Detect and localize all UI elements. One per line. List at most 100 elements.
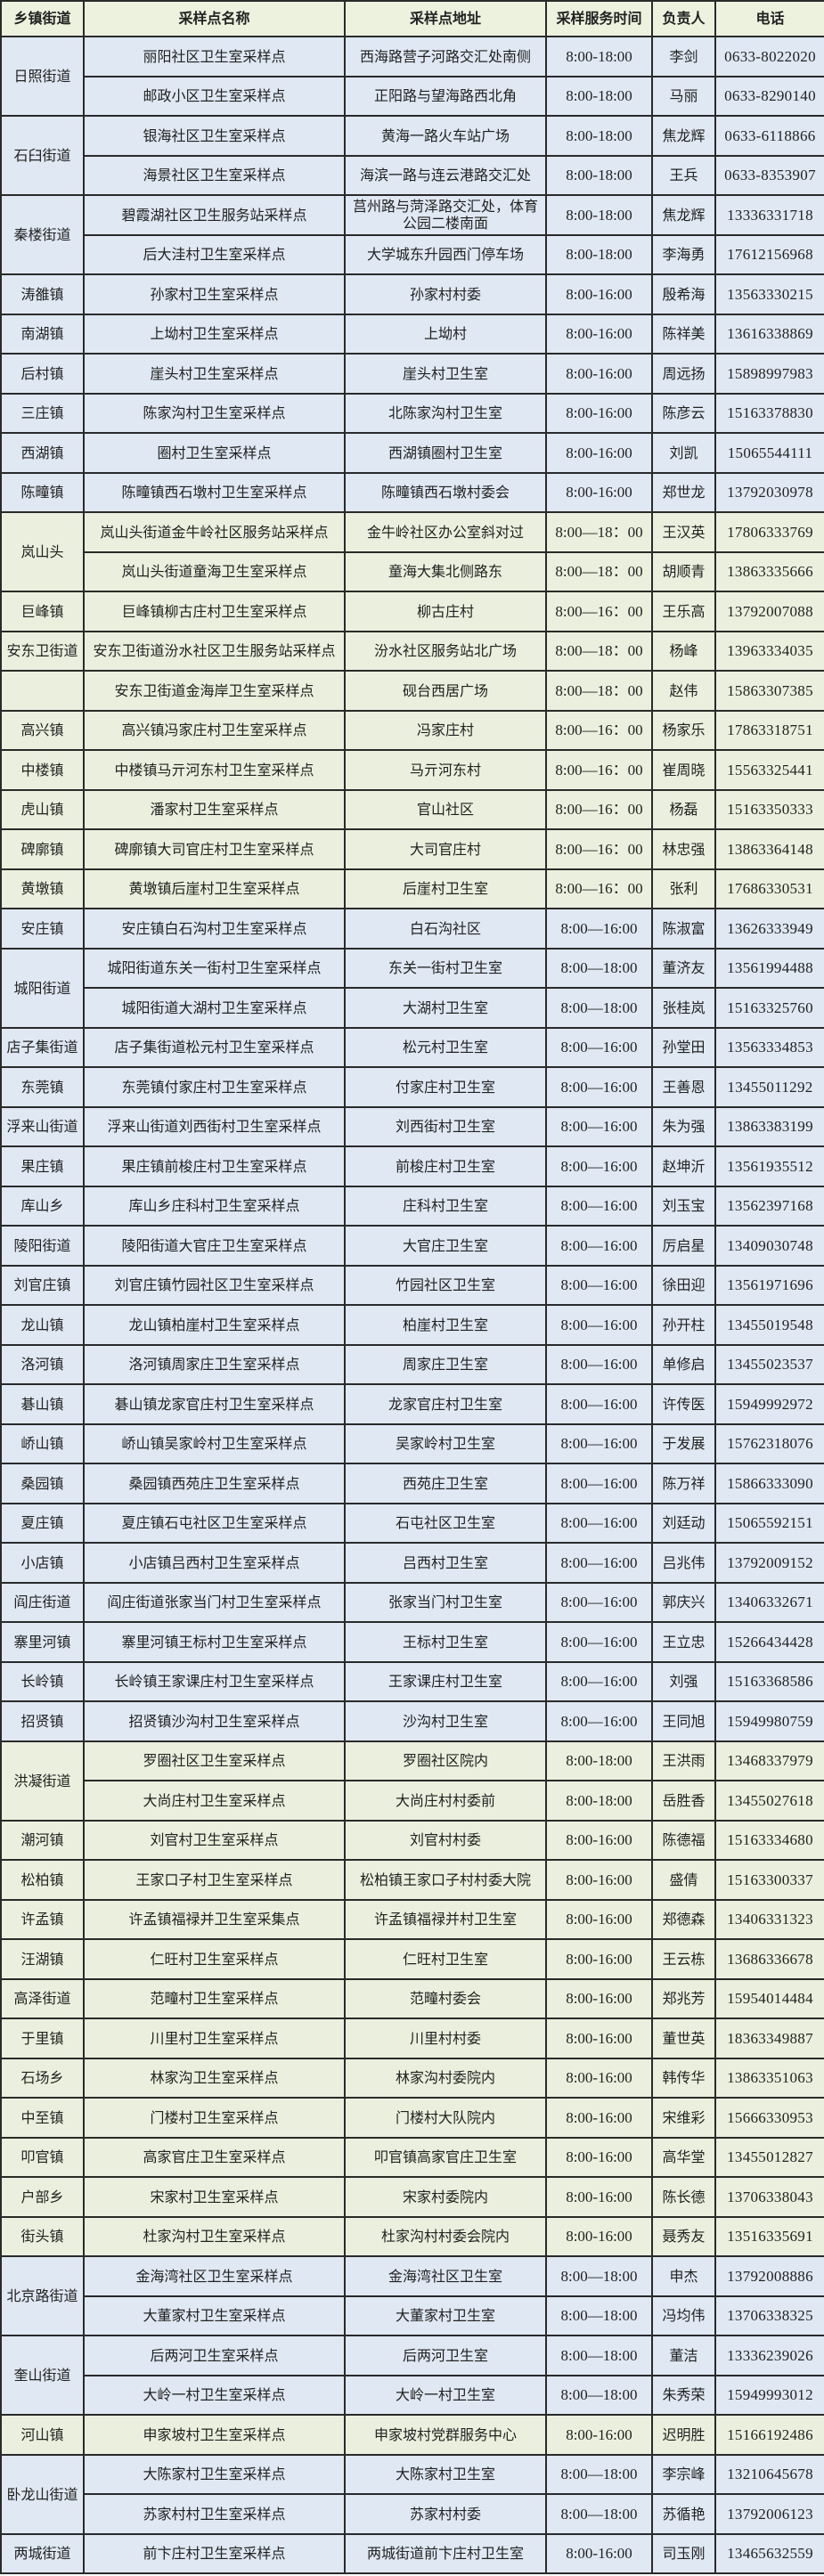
address-cell: 王家课庄村卫生室 (344, 1660, 547, 1702)
town-cell: 西湖镇 (0, 432, 85, 474)
table-row: 后村镇 崖头村卫生室采样点 崖头村卫生室 8:00-16:00 周远扬 158989979… (0, 353, 824, 395)
table-row: 中至镇 门楼村卫生室采样点 门楼村大队院内 8:00-16:00 宋维彩 15666330… (0, 2097, 824, 2139)
service-time-cell: 8:00-16:00 (545, 471, 653, 513)
site-name-cell: 仁旺村卫生室采样点 (83, 1938, 346, 1980)
phone-cell: 15163350333 (714, 788, 824, 830)
person-cell: 杨峰 (651, 630, 716, 672)
address-cell: 白石沟社区 (344, 908, 547, 950)
address-cell: 前梭庄村卫生室 (344, 1145, 547, 1187)
person-cell: 王立忠 (651, 1621, 716, 1663)
town-cell: 中至镇 (0, 2097, 85, 2139)
site-name-cell: 大尚庄村卫生室采样点 (83, 1780, 346, 1822)
site-name-cell: 库山乡庄科村卫生室采样点 (83, 1185, 346, 1227)
site-name-cell: 寨里河镇王标村卫生室采样点 (83, 1621, 346, 1663)
service-time-cell: 8:00—16：00 (545, 591, 653, 632)
person-cell: 陈万祥 (651, 1463, 716, 1504)
person-cell: 孙开柱 (651, 1304, 716, 1346)
phone-cell: 13863364148 (714, 828, 824, 870)
site-name-cell: 陵阳街道大官庄卫生室采样点 (83, 1225, 346, 1267)
service-time-cell: 8:00-16:00 (545, 1898, 653, 1940)
town-cell: 小店镇 (0, 1542, 85, 1584)
address-cell: 王标村卫生室 (344, 1621, 547, 1663)
address-cell: 仁旺村卫生室 (344, 1938, 547, 1980)
table-row: 大岭一村卫生室采样点 大岭一村卫生室 8:00—18:00 朱秀荣 1594999301… (1, 2374, 824, 2416)
table-row: 洪凝街道 罗圈社区卫生室采样点 罗圈社区院内 8:00-18:00 王洪雨 1346833… (0, 1740, 824, 1822)
service-time-cell: 8:00-18:00 (545, 36, 653, 77)
table-row: 两城街道 前卞庄村卫生室采样点 两城街道前卞庄村卫生室 8:00-16:00 司玉刚 13… (0, 2532, 824, 2574)
site-name-cell: 邮政小区卫生室采样点 (83, 75, 346, 117)
phone-cell: 15266434428 (714, 1621, 824, 1663)
service-time-cell: 8:00—16：00 (545, 749, 653, 791)
town-cell: 碑廓镇 (0, 828, 85, 870)
table-row: 陵阳街道 陵阳街道大官庄卫生室采样点 大官庄卫生室 8:00—16:00 厉启星 1340… (0, 1225, 824, 1267)
service-time-cell: 8:00—16:00 (545, 908, 653, 950)
site-name-cell: 苏家村村卫生室采样点 (83, 2493, 346, 2535)
address-cell: 陈疃镇西石墩村委会 (344, 471, 547, 513)
phone-cell: 13616338869 (714, 313, 824, 355)
header-person: 负责人 (651, 0, 716, 37)
service-time-cell: 8:00-18:00 (545, 233, 653, 275)
service-time-cell: 8:00—18:00 (545, 2295, 653, 2336)
phone-cell: 13563330215 (714, 273, 824, 315)
phone-cell: 0633-6118866 (714, 115, 824, 157)
person-cell: 徐田迎 (651, 1264, 716, 1306)
site-name-cell: 大董家村卫生室采样点 (83, 2295, 346, 2336)
person-cell: 郭庆兴 (651, 1581, 716, 1623)
service-time-cell: 8:00—16:00 (545, 1304, 653, 1346)
table-row: 松柏镇 王家口子村卫生室采样点 松柏镇王家口子村村委大院 8:00-16:00 盛倩 15… (0, 1859, 824, 1901)
phone-cell: 13409030748 (714, 1225, 824, 1267)
town-cell: 后村镇 (0, 353, 85, 395)
table-row: 于里镇 川里村卫生室采样点 川里村村委 8:00-16:00 董世英 1836334988… (0, 2018, 824, 2059)
town-cell (0, 670, 85, 712)
site-name-cell: 巨峰镇柳古庄村卫生室采样点 (83, 591, 346, 632)
phone-cell: 13863383199 (714, 1105, 824, 1147)
phone-cell: 15762318076 (714, 1423, 824, 1464)
phone-cell: 13561935512 (714, 1145, 824, 1187)
site-name-cell: 碧霞湖社区卫生服务站采样点 (83, 194, 346, 236)
person-cell: 刘强 (651, 1660, 716, 1702)
person-cell: 司玉刚 (651, 2532, 716, 2574)
phone-cell: 15166192486 (714, 2414, 824, 2456)
address-cell: 川里村村委 (344, 2018, 547, 2059)
table-row: 石场乡 林家沟卫生室采样点 林家沟村委院内 8:00-16:00 韩传华 13863351… (0, 2057, 824, 2099)
site-name-cell: 中楼镇马亓河东村卫生室采样点 (83, 749, 346, 791)
service-time-cell: 8:00-16:00 (545, 1819, 653, 1861)
site-name-cell: 后大洼村卫生室采样点 (83, 233, 346, 275)
address-cell: 柏崖村卫生室 (344, 1304, 547, 1346)
address-cell: 冯家庄村 (344, 709, 547, 751)
town-cell: 店子集街道 (0, 1026, 85, 1068)
town-cell: 松柏镇 (0, 1859, 85, 1901)
address-cell: 大司官庄村 (344, 828, 547, 870)
person-cell: 王乐高 (651, 591, 716, 632)
service-time-cell: 8:00-16:00 (545, 2097, 653, 2139)
person-cell: 申杰 (651, 2255, 716, 2297)
address-cell: 叩官镇高家官庄卫生室 (344, 2136, 547, 2178)
person-cell: 岳胜香 (651, 1780, 716, 1822)
site-name-cell: 岚山头街道金牛岭社区服务站采样点 (83, 511, 346, 553)
service-time-cell: 8:00—18:00 (545, 2493, 653, 2535)
person-cell: 朱为强 (651, 1105, 716, 1147)
town-cell: 潮河镇 (0, 1819, 85, 1861)
phone-cell: 15866333090 (714, 1463, 824, 1504)
person-cell: 李剑 (651, 36, 716, 77)
site-name-cell: 申家坡村卫生室采样点 (83, 2414, 346, 2456)
person-cell: 郑兆芳 (651, 1977, 716, 2019)
phone-cell: 17686330531 (714, 868, 824, 909)
phone-cell: 13455011292 (714, 1066, 824, 1108)
address-cell: 后崖村卫生室 (344, 868, 547, 909)
address-cell: 罗圈社区院内 (344, 1740, 547, 1781)
town-cell: 东莞镇 (0, 1066, 85, 1108)
table-row: 虎山镇 潘家村卫生室采样点 官山社区 8:00—16：00 杨磊 15163350333 (0, 788, 824, 830)
town-cell: 阎庄街道 (0, 1581, 85, 1623)
phone-cell: 13455012827 (714, 2136, 824, 2178)
site-name-cell: 崖头村卫生室采样点 (83, 353, 346, 395)
address-cell: 大学城东升园西门停车场 (344, 233, 547, 275)
site-name-cell: 小店镇吕西村卫生室采样点 (83, 1542, 346, 1584)
town-cell: 高泽街道 (0, 1977, 85, 2019)
service-time-cell: 8:00—18:00 (545, 2374, 653, 2416)
table-row: 长岭镇 长岭镇王家课庄村卫生室采样点 王家课庄村卫生室 8:00—16:00 刘强 151… (0, 1660, 824, 1702)
service-time-cell: 8:00—16:00 (545, 1105, 653, 1147)
table-row: 浮来山街道 浮来山街道刘西街村卫生室采样点 刘西街村卫生室 8:00—16:00 朱为强… (0, 1105, 824, 1147)
person-cell: 焦龙辉 (651, 194, 716, 236)
town-cell: 两城街道 (0, 2532, 85, 2574)
